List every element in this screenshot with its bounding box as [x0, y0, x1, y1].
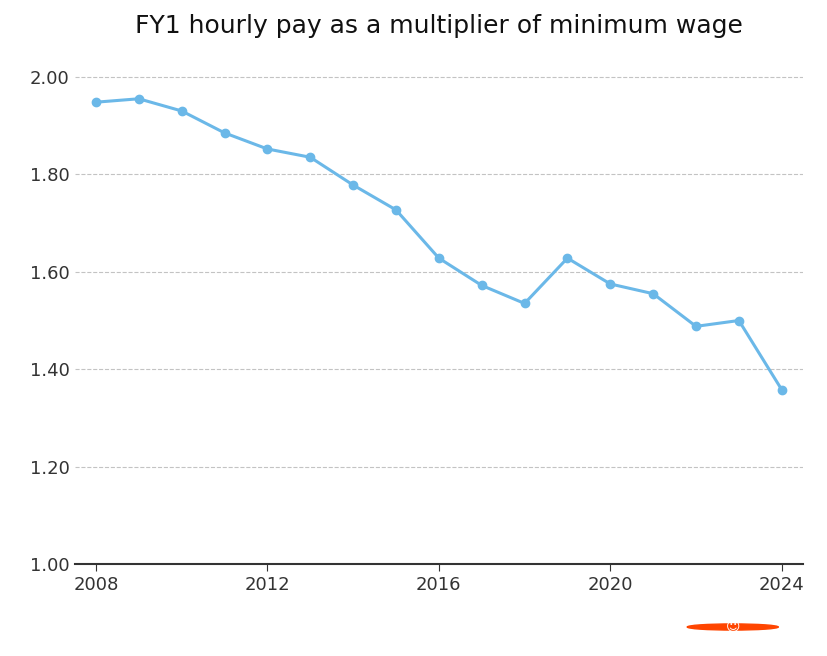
- Text: doctorsUK: doctorsUK: [120, 619, 233, 638]
- Title: FY1 hourly pay as a multiplier of minimum wage: FY1 hourly pay as a multiplier of minimu…: [135, 14, 742, 38]
- Text: 33554432to0point04: 33554432to0point04: [240, 619, 469, 638]
- Text: by u/: by u/: [196, 619, 251, 638]
- Text: Posted in r/: Posted in r/: [25, 619, 135, 638]
- Circle shape: [686, 624, 777, 630]
- Text: reddit: reddit: [759, 619, 820, 637]
- Text: ☺: ☺: [724, 620, 739, 634]
